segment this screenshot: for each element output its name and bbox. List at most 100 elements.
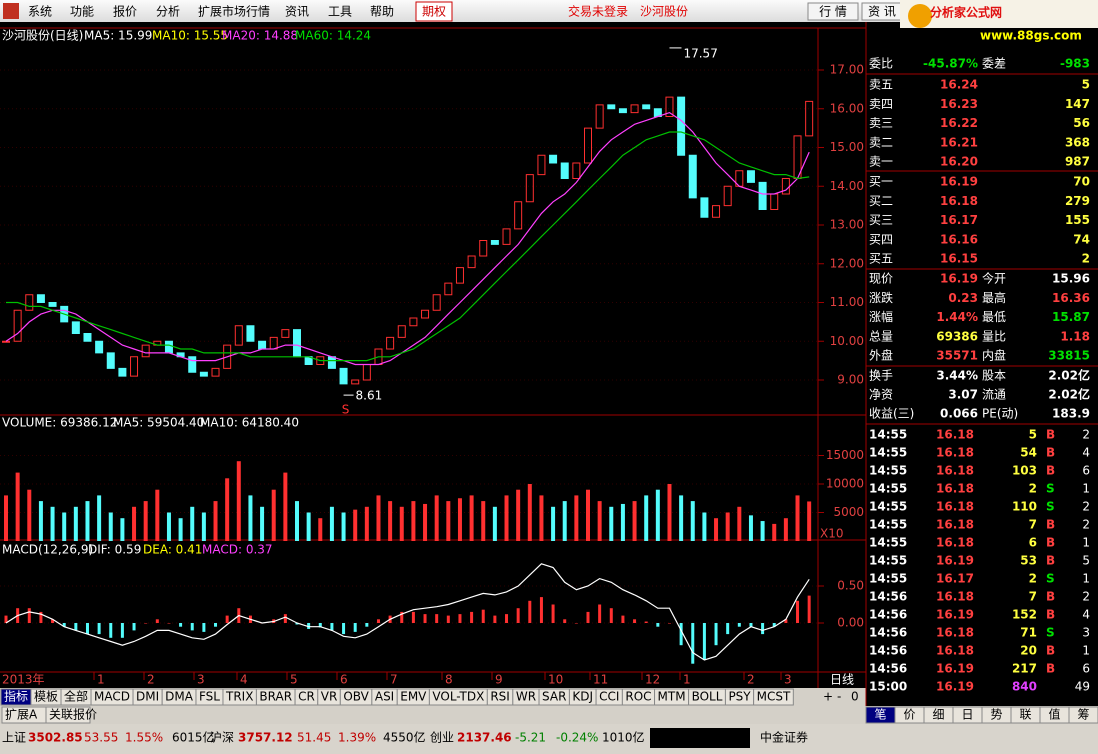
- book-volume: 74: [1073, 232, 1090, 246]
- logo: 分析家公式网: [930, 5, 1002, 20]
- option-tab: 期权: [422, 5, 446, 19]
- macd-bar: [400, 611, 404, 623]
- bottom-tab[interactable]: [45, 706, 91, 724]
- candle: [397, 325, 406, 338]
- tab-label: VOL-TDX: [432, 690, 484, 704]
- volume-bar: [434, 495, 439, 541]
- candle: [164, 340, 173, 354]
- tick-count: 3: [1082, 626, 1090, 640]
- stock-name: 沙河股份: [640, 5, 688, 19]
- volume-bar: [132, 506, 137, 541]
- tick-price: 16.17: [936, 572, 974, 586]
- volume-bar: [667, 484, 672, 541]
- candle: [665, 96, 674, 117]
- tick-count: 4: [1082, 446, 1090, 460]
- book-volume: 147: [1065, 97, 1090, 111]
- y-tick-label: 10000: [826, 477, 864, 491]
- candle: [455, 267, 464, 284]
- quote-value: 33815: [1048, 349, 1090, 363]
- candle: [211, 367, 220, 377]
- volume-bar: [772, 523, 777, 541]
- tick-side: B: [1046, 518, 1055, 532]
- candle: [630, 104, 639, 114]
- book-price: 16.18: [940, 194, 978, 208]
- tab[interactable]: [753, 688, 794, 706]
- macd-bar: [214, 623, 218, 627]
- volume-bar: [306, 512, 311, 541]
- x-tick-label: 6: [340, 673, 348, 687]
- tick-count: 1: [1082, 572, 1090, 586]
- x-tick-label: 2: [747, 673, 755, 687]
- tick-side: B: [1046, 590, 1055, 604]
- tick-time: 14:55: [869, 500, 907, 514]
- book-label: 买三: [869, 213, 893, 227]
- quote-value: 3.44%: [936, 369, 978, 383]
- macd-bar: [27, 608, 31, 623]
- macd-bar: [167, 623, 171, 624]
- book-volume: 279: [1065, 194, 1090, 208]
- tick-side: S: [1046, 500, 1055, 514]
- candle: [421, 309, 430, 319]
- macd-bar: [784, 619, 788, 623]
- status-item: 6015亿: [172, 730, 215, 745]
- book-price: 16.19: [940, 175, 978, 189]
- candle: [327, 356, 336, 369]
- x-tick-label: 5: [290, 673, 298, 687]
- tab-label: RSI: [490, 690, 510, 704]
- tick-volume: 103: [1012, 464, 1037, 478]
- candle: [688, 154, 697, 199]
- macd-bar: [318, 623, 322, 628]
- quote-label: 总量: [869, 329, 893, 343]
- tick-side: B: [1046, 536, 1055, 550]
- volume-bar: [679, 495, 684, 541]
- tick-price: 16.18: [936, 626, 974, 640]
- quote-value: 15.87: [1052, 310, 1090, 324]
- indicator: DEA: 0.41: [143, 543, 202, 557]
- book-label: 卖一: [869, 155, 893, 169]
- macd-bar: [691, 623, 695, 664]
- option-button[interactable]: [415, 1, 453, 22]
- x-tick-label: 11: [593, 673, 608, 687]
- tab-label: OBV: [343, 690, 369, 704]
- candle: [25, 294, 34, 311]
- volume-bar: [166, 512, 171, 541]
- quote-value: 69386: [936, 329, 978, 343]
- volume-bar: [236, 461, 241, 541]
- book-label: 买二: [869, 194, 893, 208]
- macd-bar: [551, 604, 555, 623]
- book-volume: 5: [1082, 78, 1090, 92]
- book-volume: 155: [1065, 213, 1090, 227]
- tick-price: 16.18: [936, 536, 974, 550]
- tick-volume: 2: [1029, 482, 1037, 496]
- tick-time: 14:55: [869, 572, 907, 586]
- tick-volume: 20: [1020, 644, 1037, 658]
- volume-bar: [760, 521, 765, 541]
- quote-tab[interactable]: [1068, 706, 1098, 724]
- candle: [642, 104, 651, 110]
- volume-bar: [690, 501, 695, 541]
- candle: [71, 321, 80, 334]
- book-price: 16.22: [940, 116, 978, 130]
- tick-count: 49: [1075, 680, 1090, 694]
- candle: [130, 356, 139, 377]
- toolbar-button[interactable]: [807, 2, 859, 21]
- candle: [479, 240, 488, 257]
- tick-price: 16.19: [936, 608, 974, 622]
- indicator: MA10: 15.55: [152, 29, 228, 43]
- tab-label: EMV: [400, 690, 427, 704]
- tick-time: 14:56: [869, 626, 907, 640]
- candle: [677, 96, 686, 156]
- tick-volume: 53: [1020, 554, 1037, 568]
- tick-count: 1: [1082, 536, 1090, 550]
- quote-tab-label: 势: [990, 708, 1002, 722]
- candle: [36, 294, 45, 303]
- macd-bar: [505, 614, 509, 623]
- quote-label: 收益(三): [869, 407, 914, 421]
- tab-label: DMI: [136, 690, 159, 704]
- status-item: 2137.46: [457, 731, 512, 745]
- low-label: 8.61: [356, 389, 383, 403]
- candle: [293, 329, 301, 358]
- macd-bar: [353, 623, 357, 632]
- tab-label: ASI: [375, 690, 394, 704]
- macd-bar: [144, 623, 148, 624]
